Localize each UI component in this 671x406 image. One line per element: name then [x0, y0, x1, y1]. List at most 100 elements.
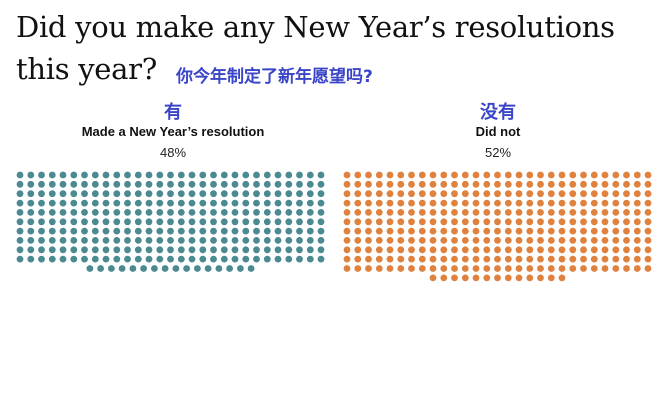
waffle-dot	[306, 237, 314, 244]
waffle-dot	[429, 237, 437, 244]
waffle-dot	[537, 246, 544, 254]
waffle-dot	[296, 255, 303, 263]
waffle-dot	[274, 180, 282, 188]
waffle-dot	[451, 237, 458, 244]
waffle-dot	[558, 227, 566, 235]
waffle-dot	[397, 199, 405, 207]
waffle-dot	[231, 246, 239, 254]
waffle-dot	[59, 209, 67, 216]
waffle-dot	[451, 265, 458, 272]
waffle-dot	[461, 227, 469, 235]
waffle-dot	[285, 171, 293, 179]
waffle-dot	[317, 209, 325, 216]
waffle-dot	[354, 255, 362, 263]
waffle-dot	[451, 246, 458, 254]
waffle-dot	[483, 209, 491, 216]
waffle-dot	[633, 180, 641, 188]
waffle-dot	[343, 237, 351, 244]
waffle-dot	[569, 180, 577, 188]
waffle-dot	[504, 227, 512, 235]
waffle-dot	[242, 209, 250, 216]
waffle-dot	[253, 171, 260, 179]
waffle-dot	[91, 218, 99, 226]
waffle-dot	[612, 199, 620, 207]
waffle-dot	[429, 265, 437, 272]
waffle-dot	[199, 246, 207, 254]
waffle-dot	[547, 237, 555, 244]
waffle-dot	[418, 190, 426, 198]
waffle-dot	[515, 209, 523, 216]
waffle-dot	[451, 190, 458, 198]
waffle-dot	[188, 209, 196, 216]
waffle-dot	[375, 265, 383, 272]
waffle-dot	[296, 218, 303, 226]
waffle-dot	[145, 255, 153, 263]
waffle-dot	[440, 246, 448, 254]
waffle-dot	[70, 246, 78, 254]
waffle-dot	[365, 237, 372, 244]
waffle-dot	[558, 190, 566, 198]
waffle-dot	[429, 246, 437, 254]
waffle-dot	[210, 209, 217, 216]
waffle-dot	[274, 209, 282, 216]
waffle-dot	[38, 209, 45, 216]
waffle-dot	[397, 171, 405, 179]
waffle-dot	[365, 265, 372, 272]
waffle-dot	[633, 255, 641, 263]
waffle-dot	[113, 237, 121, 244]
waffle-dot	[494, 199, 501, 207]
waffle-dot	[580, 180, 587, 188]
waffle-dot	[177, 246, 185, 254]
waffle-dot	[317, 180, 325, 188]
waffle-dot	[537, 209, 544, 216]
waffle-dot	[188, 218, 196, 226]
waffle-dot	[210, 237, 217, 244]
waffle-dot	[253, 246, 260, 254]
waffle-dot	[247, 265, 255, 272]
waffle-dot	[418, 246, 426, 254]
waffle-dot	[644, 180, 652, 188]
waffle-dot	[590, 237, 598, 244]
waffle-dot	[242, 199, 250, 207]
waffle-dot	[177, 218, 185, 226]
waffle-dot	[526, 227, 534, 235]
waffle-dot	[199, 190, 207, 198]
waffle-dot	[48, 171, 56, 179]
waffle-dot	[633, 171, 641, 179]
waffle-dot	[343, 180, 351, 188]
waffle-dot	[81, 255, 88, 263]
waffle-dot	[633, 218, 641, 226]
waffle-dot	[601, 171, 609, 179]
waffle-dot	[343, 209, 351, 216]
waffle-dot	[285, 199, 293, 207]
waffle-dot	[317, 171, 325, 179]
waffle-dot	[623, 255, 630, 263]
waffle-dot	[569, 227, 577, 235]
waffle-dot	[124, 171, 131, 179]
waffle-dot	[580, 237, 587, 244]
waffle-dot	[537, 190, 544, 198]
waffle-dot	[16, 227, 24, 235]
waffle-dot	[451, 255, 458, 263]
waffle-dot	[408, 180, 415, 188]
waffle-dot	[526, 171, 534, 179]
waffle-dot	[547, 209, 555, 216]
waffle-dot	[306, 190, 314, 198]
waffle-dot	[210, 199, 217, 207]
waffle-dot	[38, 237, 45, 244]
waffle-dot	[231, 227, 239, 235]
waffle-dot	[558, 274, 566, 282]
waffle-dot	[354, 227, 362, 235]
waffle-dot	[494, 265, 501, 272]
waffle-dot	[644, 237, 652, 244]
chart-title: Did you make any New Year’s resolutions …	[16, 10, 615, 86]
waffle-dot	[451, 209, 458, 216]
waffle-dot	[81, 227, 88, 235]
waffle-dot	[558, 265, 566, 272]
waffle-dot	[365, 218, 372, 226]
waffle-dot	[199, 180, 207, 188]
waffle-dot	[27, 246, 35, 254]
waffle-dot	[408, 209, 415, 216]
waffle-dot	[59, 218, 67, 226]
waffle-dot	[451, 171, 458, 179]
